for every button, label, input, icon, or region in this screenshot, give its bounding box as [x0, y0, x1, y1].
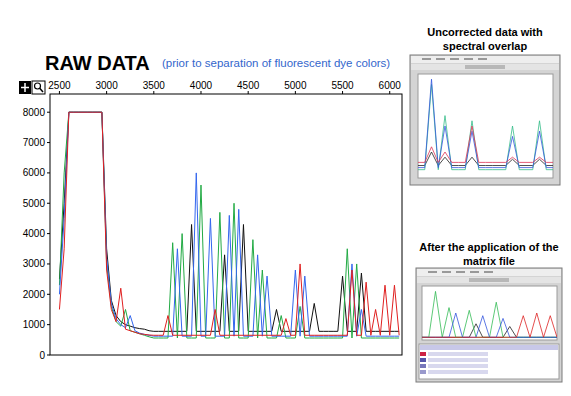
table-row-marker	[420, 370, 426, 374]
tool-bar	[411, 64, 559, 70]
table-row-marker	[420, 358, 426, 362]
menu-item	[456, 271, 465, 273]
x-tick-label: 6000	[379, 80, 402, 91]
x-tick	[248, 91, 249, 94]
y-tick	[47, 203, 50, 204]
window	[416, 268, 562, 382]
series-group	[59, 112, 399, 338]
y-tick	[47, 142, 50, 143]
table-row-marker	[420, 364, 426, 368]
series-line	[59, 112, 399, 338]
x-tick	[200, 91, 201, 94]
x-tick-label: 4500	[237, 80, 260, 91]
menu-item	[450, 58, 459, 60]
menu-item	[436, 58, 445, 60]
y-tick-label: 2000	[23, 289, 46, 300]
icon	[21, 87, 29, 89]
y-tick-label: 4000	[23, 228, 46, 239]
x-axis: 2500 3000 3500 4000 4500 5000 5500 6000	[48, 80, 401, 94]
y-tick-label: 8000	[23, 107, 46, 118]
thumbnail-chart-1	[418, 74, 553, 178]
title-bar	[417, 269, 561, 276]
thumbnail-window-1	[410, 55, 560, 185]
menu-item	[470, 271, 479, 273]
window-label	[469, 278, 509, 282]
thumbnail-chart-2	[422, 286, 557, 340]
y-tick-label: 0	[39, 350, 45, 361]
y-tick-label: 6000	[23, 167, 46, 178]
table-header	[420, 345, 558, 350]
icon	[35, 83, 41, 89]
y-tick-label: 5000	[23, 198, 46, 209]
x-tick-label: 2500	[48, 80, 71, 91]
series-line	[59, 112, 399, 336]
x-tick-label: 4000	[190, 80, 213, 91]
table-area	[419, 344, 559, 379]
icon	[40, 88, 43, 92]
x-tick-label: 5000	[284, 80, 307, 91]
toolbar-button	[32, 81, 45, 94]
y-tick-label: 7000	[23, 137, 46, 148]
plot-frame	[50, 94, 402, 355]
stage: RAW DATA (prior to separation of fluoresc…	[0, 0, 571, 396]
menu-item	[464, 58, 473, 60]
x-tick-label: 5500	[331, 80, 354, 91]
window	[410, 55, 560, 185]
window-label	[465, 65, 505, 69]
table-row	[428, 364, 488, 368]
table-row	[428, 370, 488, 374]
tool-bar	[417, 277, 561, 283]
series-line	[59, 112, 399, 335]
x-tick	[389, 91, 390, 94]
subtitle: (prior to separation of fluorescent dye …	[162, 57, 390, 69]
y-tick	[47, 355, 50, 356]
table-row-marker	[420, 352, 426, 356]
title: RAW DATA	[45, 52, 150, 74]
menu-item	[484, 271, 493, 273]
thumbnail-title: After the application of the matrix file	[414, 240, 564, 268]
y-tick	[47, 294, 50, 295]
thumbnail-window-2	[416, 268, 562, 382]
series-line	[418, 79, 553, 167]
x-tick	[153, 91, 154, 94]
y-tick-label: 3000	[23, 258, 46, 269]
series-line	[418, 126, 553, 162]
series-line	[422, 313, 557, 337]
x-tick	[59, 91, 60, 94]
plot-frame	[422, 286, 557, 340]
table-row	[428, 358, 488, 362]
menu-item	[422, 58, 431, 60]
x-tick-label: 3500	[143, 80, 166, 91]
series-group	[422, 291, 557, 337]
x-tick	[106, 91, 107, 94]
series-line	[418, 84, 553, 169]
menu-item	[442, 271, 451, 273]
menu-item	[478, 58, 487, 60]
title-bar	[411, 56, 559, 63]
menu-item	[428, 271, 437, 273]
raw-data-chart: 2500 3000 3500 4000 4500 5000 5500 6000 0 1000 200…	[23, 80, 402, 361]
series-group	[418, 79, 553, 169]
x-tick-label: 3000	[95, 80, 118, 91]
table-row	[428, 352, 488, 356]
x-tick	[295, 91, 296, 94]
y-axis: 0 1000 2000 3000 4000 5000 6000 7000 8000	[23, 107, 50, 361]
plot-frame	[418, 74, 553, 178]
series-line	[422, 291, 557, 337]
toolbar	[19, 81, 45, 94]
y-tick	[47, 324, 50, 325]
y-tick	[47, 112, 50, 113]
x-tick	[342, 91, 343, 94]
thumbnail-title: Uncorrected data with spectral overlap	[410, 25, 560, 53]
toolbar-button	[19, 81, 31, 94]
y-tick	[47, 172, 50, 173]
y-tick	[47, 263, 50, 264]
series-line	[422, 313, 557, 337]
y-tick	[47, 233, 50, 234]
y-tick-label: 1000	[23, 319, 46, 330]
